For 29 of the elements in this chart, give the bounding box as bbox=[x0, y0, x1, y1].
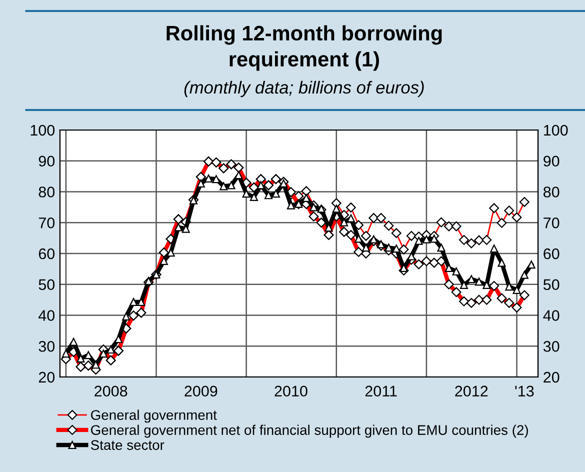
y-tick-label: 100 bbox=[30, 124, 55, 136]
y2-tick-label: 50 bbox=[543, 279, 560, 290]
x-tick-label: 2008 bbox=[94, 386, 128, 397]
x-tick-label: 2009 bbox=[184, 386, 218, 397]
y2-tick-label: 40 bbox=[543, 310, 560, 321]
x-tick-label: 2011 bbox=[365, 386, 397, 397]
y2-tick-label: 20 bbox=[544, 372, 560, 383]
chart-subtitle: (monthly data; billions of euros) bbox=[184, 80, 424, 98]
y2-tick-label: 80 bbox=[544, 186, 560, 198]
y-tick-label: 70 bbox=[38, 217, 55, 228]
y-tick-label: 60 bbox=[38, 248, 55, 260]
legend-label: State sector bbox=[90, 440, 164, 450]
y-tick-label: 30 bbox=[38, 340, 55, 352]
y2-tick-label: 100 bbox=[544, 124, 568, 136]
y2-tick-label: 30 bbox=[543, 340, 560, 352]
legend-label: General government net of financial support given to EMU countries (2) bbox=[91, 424, 528, 438]
y2-tick-label: 70 bbox=[544, 217, 560, 228]
x-tick-label: '13 bbox=[515, 386, 534, 397]
y-tick-label: 40 bbox=[38, 310, 55, 321]
x-tick-label: 2010 bbox=[274, 386, 308, 397]
y-tick-label: 90 bbox=[38, 156, 55, 167]
chart-title: Rolling 12-month borrowing requirement (1) bbox=[166, 25, 442, 71]
x-tick-label: 2012 bbox=[455, 386, 488, 397]
legend-label: General government bbox=[91, 410, 217, 423]
y-tick-label: 20 bbox=[38, 372, 55, 383]
y2-tick-label: 60 bbox=[544, 248, 560, 260]
y-tick-label: 80 bbox=[38, 186, 55, 198]
y-tick-label: 50 bbox=[38, 279, 55, 290]
y2-tick-label: 90 bbox=[544, 156, 560, 167]
